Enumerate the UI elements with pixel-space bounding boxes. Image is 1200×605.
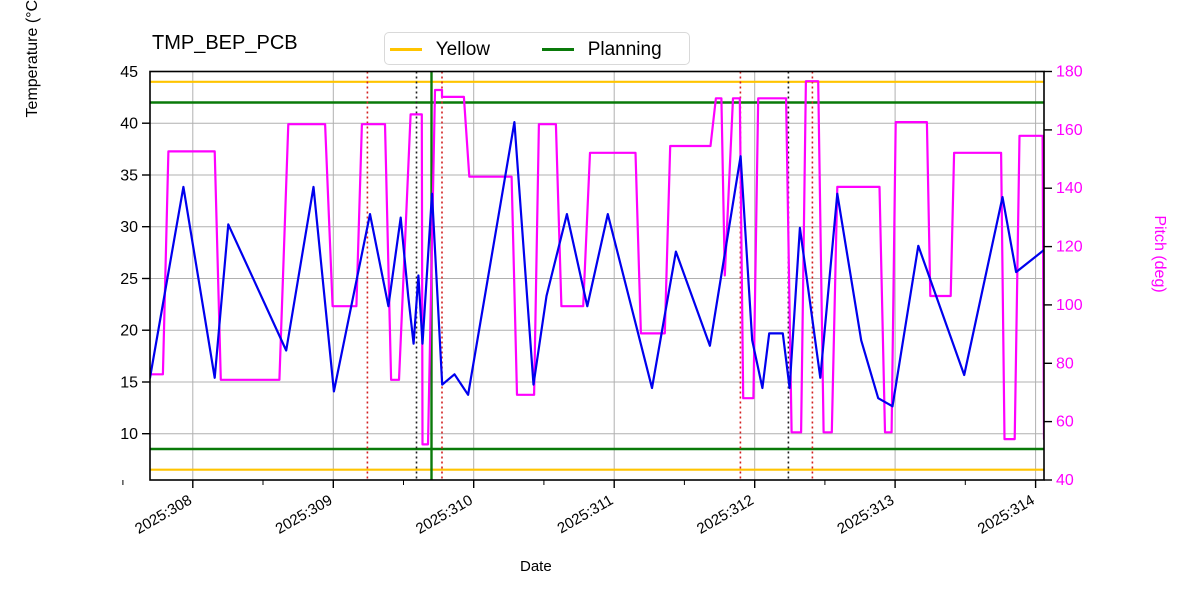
svg-text:180: 180 [1056,64,1083,81]
svg-text:40: 40 [1056,472,1074,489]
svg-text:100: 100 [1056,297,1083,314]
svg-text:30: 30 [120,219,138,236]
svg-text:45: 45 [120,64,138,81]
svg-text:40: 40 [120,116,138,133]
svg-text:2025:311: 2025:311 [554,492,616,537]
svg-text:2025:308: 2025:308 [132,492,195,538]
svg-text:60: 60 [1056,414,1074,431]
svg-text:15: 15 [120,374,138,391]
svg-text:160: 160 [1056,122,1083,139]
svg-text:10: 10 [120,426,138,443]
svg-text:2025:313: 2025:313 [834,492,897,538]
svg-text:35: 35 [120,168,138,185]
svg-text:20: 20 [120,323,138,340]
svg-text:25: 25 [120,271,138,288]
svg-text:2025:310: 2025:310 [413,492,476,538]
svg-text:2025:314: 2025:314 [975,492,1038,538]
svg-text:80: 80 [1056,355,1074,372]
svg-text:2025:309: 2025:309 [273,492,336,538]
svg-text:2025:312: 2025:312 [694,492,757,538]
svg-text:140: 140 [1056,180,1083,197]
svg-text:120: 120 [1056,239,1083,256]
